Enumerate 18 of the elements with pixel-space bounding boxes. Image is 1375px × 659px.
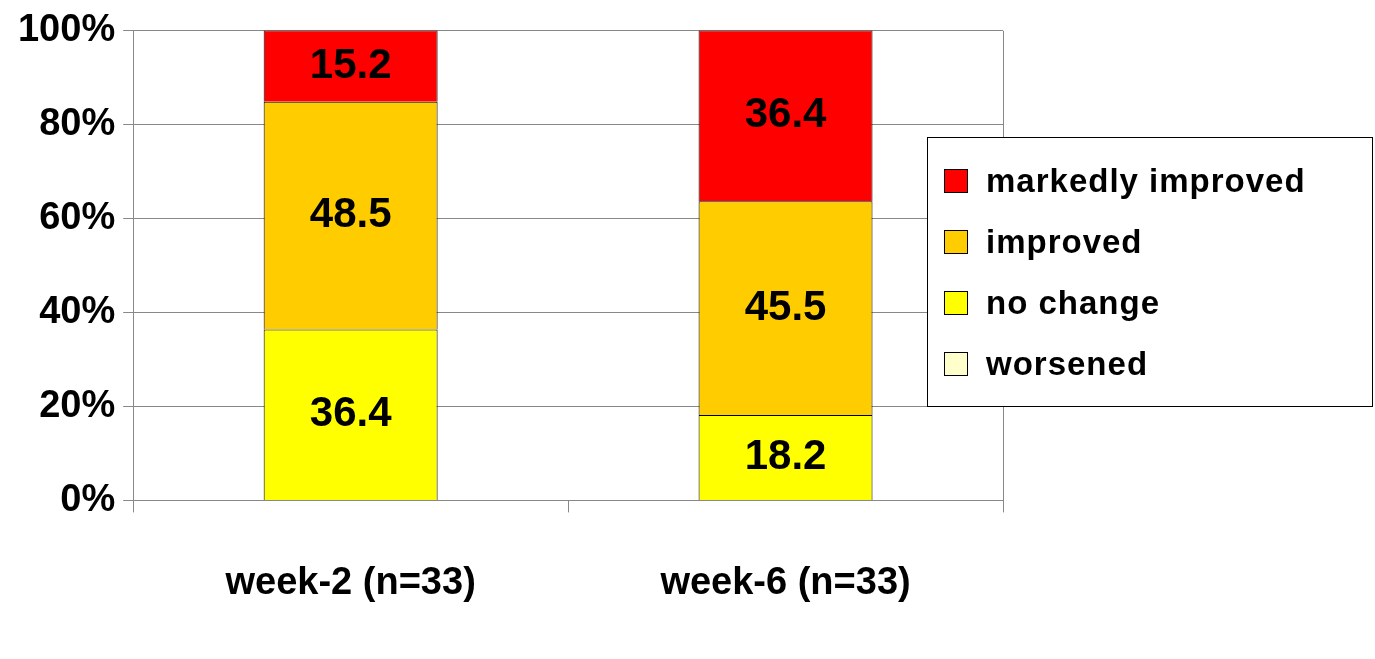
y-tick-label: 0% [60, 476, 116, 519]
data-label: 45.5 [744, 281, 827, 329]
y-tick-label: 100% [17, 7, 116, 50]
data-label: 18.2 [744, 430, 827, 478]
legend-label: markedly improved [986, 161, 1306, 200]
data-label: 36.4 [309, 388, 393, 436]
x-tick-label: week-2 (n=33) [224, 559, 476, 602]
y-tick-label: 80% [39, 101, 116, 144]
data-label: 36.4 [744, 89, 828, 137]
data-label: 48.5 [309, 189, 392, 237]
legend-label: no change [986, 283, 1161, 322]
legend-label: improved [986, 222, 1143, 261]
data-label: 15.2 [309, 39, 392, 87]
y-tick-label: 40% [39, 289, 116, 332]
x-tick-label: week-6 (n=33) [659, 559, 911, 602]
y-tick-label: 60% [39, 195, 116, 238]
legend-label: worsened [986, 344, 1149, 383]
y-tick-label: 20% [39, 382, 116, 425]
